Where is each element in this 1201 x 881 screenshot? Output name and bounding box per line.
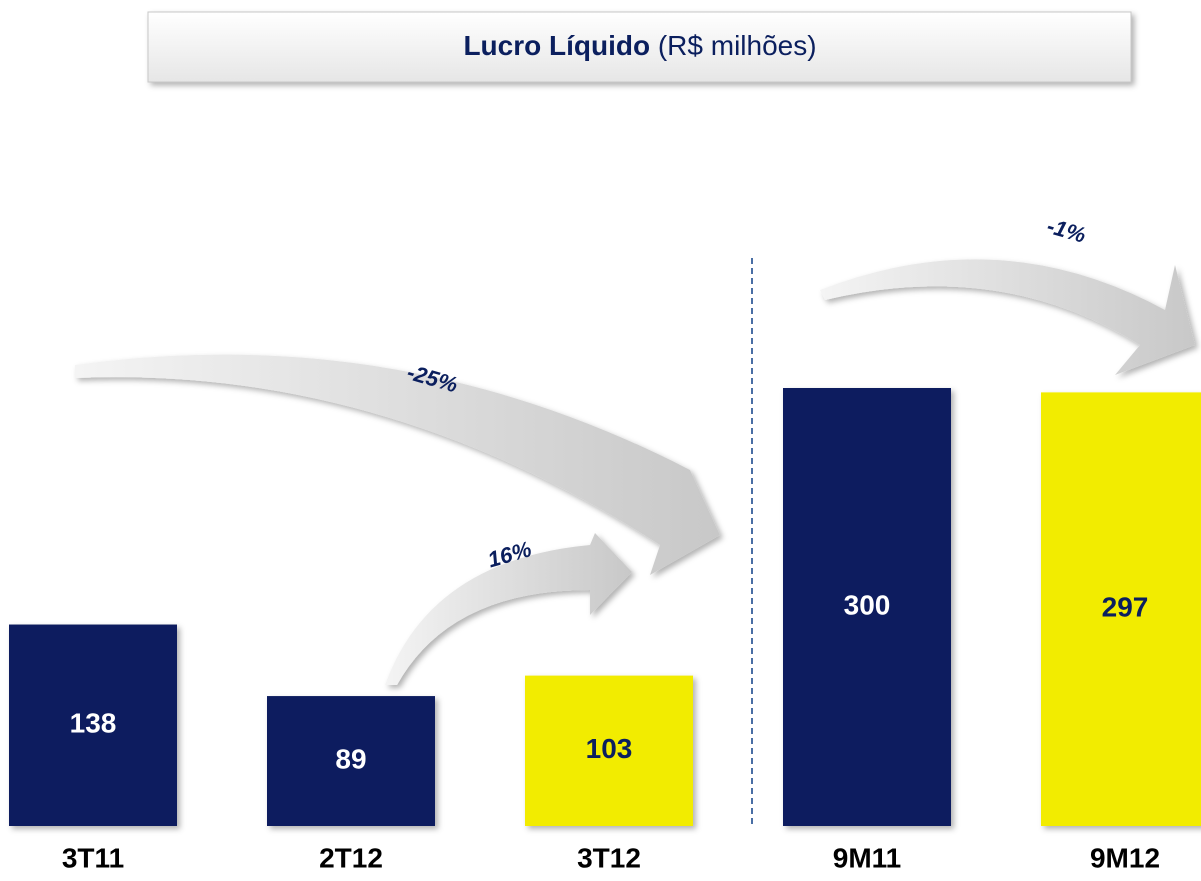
x-tick-label: 3T11 [62, 842, 124, 873]
x-tick-label: 3T12 [577, 842, 641, 873]
bar [9, 624, 177, 826]
bar [1041, 392, 1201, 826]
arrow [385, 533, 632, 685]
chart-title: Lucro Líquido (R$ milhões) [463, 30, 816, 61]
x-tick-label: 2T12 [319, 842, 383, 873]
value-label: 89 [335, 743, 366, 774]
title-box [147, 11, 1132, 83]
value-label: 103 [586, 733, 633, 764]
bar [783, 388, 951, 826]
subtitle: (R$ milhões) [658, 30, 817, 61]
arrow [75, 354, 720, 575]
bar [525, 675, 693, 826]
x-tick-label: 9M11 [833, 842, 902, 873]
value-label: 300 [844, 589, 891, 620]
x-tick-label: 9M12 [1090, 842, 1160, 873]
value-label: 297 [1102, 592, 1149, 623]
arrow [820, 259, 1195, 375]
value-label: 138 [70, 708, 117, 739]
annotation: -1% [1044, 213, 1089, 248]
title: Lucro Líquido [463, 30, 650, 61]
bar [267, 696, 435, 826]
